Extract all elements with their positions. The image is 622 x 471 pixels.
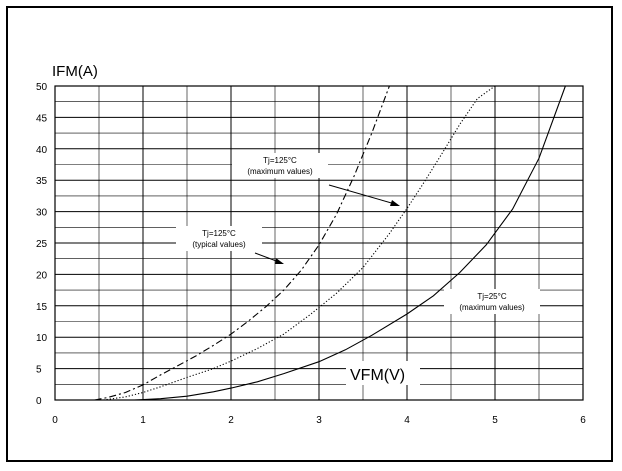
y-tick-label: 10 [36, 333, 48, 344]
series-line-2 [103, 85, 496, 401]
grid [54, 85, 584, 401]
annotation-tj125-max-line1: Tj=125°C [263, 156, 297, 165]
annotation-tj125-typ: Tj=125°C (typical values) [176, 226, 262, 251]
annotation-tj125-max-line2: (maximum values) [247, 167, 313, 176]
annotation-tj25-max-line1: Tj=25°C [477, 292, 506, 301]
y-tick-label: 0 [36, 396, 42, 407]
x-tick-label: 3 [316, 415, 322, 426]
y-tick-label: 25 [36, 239, 48, 250]
x-tick-label: 6 [580, 415, 586, 426]
arrowhead-tj125-typ-icon [275, 258, 284, 264]
x-tick-label: 1 [140, 415, 146, 426]
y-tick-label: 35 [36, 176, 48, 187]
y-tick-label: 50 [36, 82, 48, 93]
annotation-tj125-max: Tj=125°C (maximum values) [232, 153, 328, 178]
series-line-1 [94, 85, 390, 401]
annotation-tj25-max-background [444, 289, 540, 314]
annotation-tj125-typ-line2: (typical values) [192, 240, 246, 249]
x-tick-label: 5 [492, 415, 498, 426]
y-tick-label: 40 [36, 145, 48, 156]
x-axis-label-group: VFM(V) [346, 361, 420, 385]
x-axis-label-background [346, 361, 420, 385]
annotation-arrows [254, 184, 400, 264]
y-tick-label: 45 [36, 113, 48, 124]
y-tick-label: 30 [36, 208, 48, 219]
x-tick-label: 2 [228, 415, 234, 426]
x-axis-label: VFM(V) [350, 367, 405, 384]
annotation-tj25-max-line2: (maximum values) [459, 303, 525, 312]
curves [94, 85, 566, 401]
annotation-tj125-typ-background [176, 226, 262, 251]
annotation-tj125-typ-line1: Tj=125°C [202, 229, 236, 238]
chart-frame [6, 6, 613, 462]
y-axis-label: IFM(A) [52, 63, 98, 80]
y-tick-label: 15 [36, 302, 48, 313]
arrow-line-tj125-typ [254, 252, 280, 263]
arrow-line-tj125-max [328, 184, 396, 205]
x-tick-label: 0 [52, 415, 58, 426]
y-tick-label: 5 [36, 365, 42, 376]
annotation-tj25-max: Tj=25°C (maximum values) [444, 289, 540, 314]
x-tick-label: 4 [404, 415, 410, 426]
annotation-tj125-max-background [232, 153, 328, 178]
y-tick-label: 20 [36, 270, 48, 281]
arrowhead-tj125-max-icon [390, 200, 400, 206]
series-line-3 [134, 85, 566, 401]
plot-border [54, 85, 584, 401]
